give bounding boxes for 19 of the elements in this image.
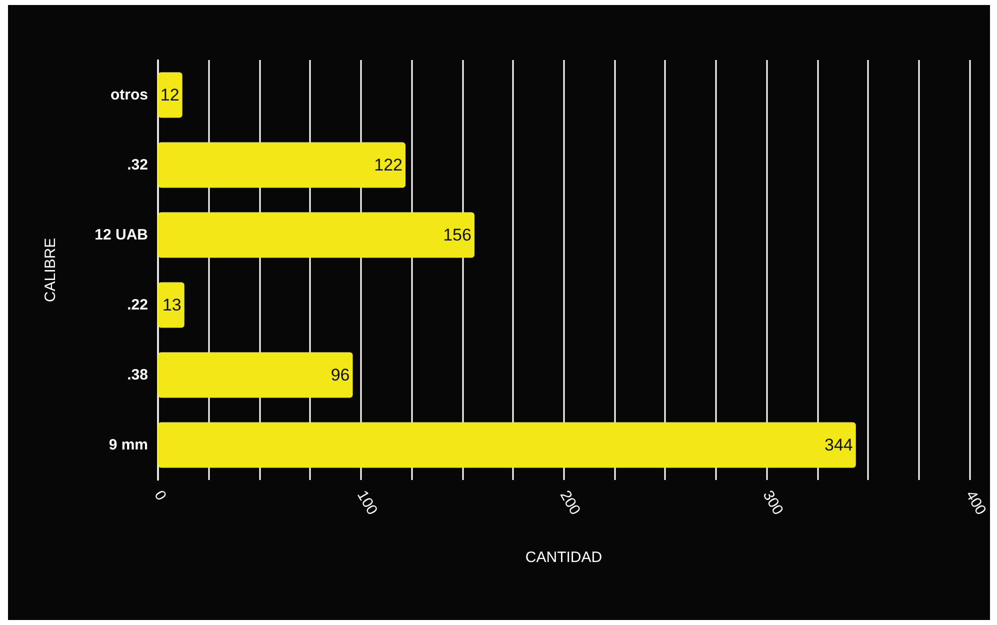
x-tick-label: 300 (759, 488, 786, 518)
x-axis-title: CANTIDAD (525, 549, 602, 566)
x-tick-label: 200 (556, 488, 584, 518)
x-tick-label: 0 (150, 488, 170, 504)
data-label: 12 (160, 86, 180, 104)
y-tick-label: 12 UAB (94, 226, 148, 244)
y-tick-label: 9 mm (108, 436, 148, 454)
y-tick-label: .22 (127, 296, 148, 314)
data-label: 156 (443, 226, 472, 244)
y-tick-label: .38 (127, 366, 148, 384)
data-label: 344 (824, 436, 853, 454)
data-label: 122 (374, 156, 403, 174)
data-label: 96 (330, 366, 350, 384)
y-tick-label: .32 (127, 156, 148, 174)
x-tick-label: 400 (962, 488, 990, 518)
y-tick-label: otros (110, 86, 148, 104)
x-tick-label: 100 (354, 488, 381, 518)
data-label: 13 (162, 296, 182, 314)
y-axis-title: CALIBRE (42, 238, 59, 302)
